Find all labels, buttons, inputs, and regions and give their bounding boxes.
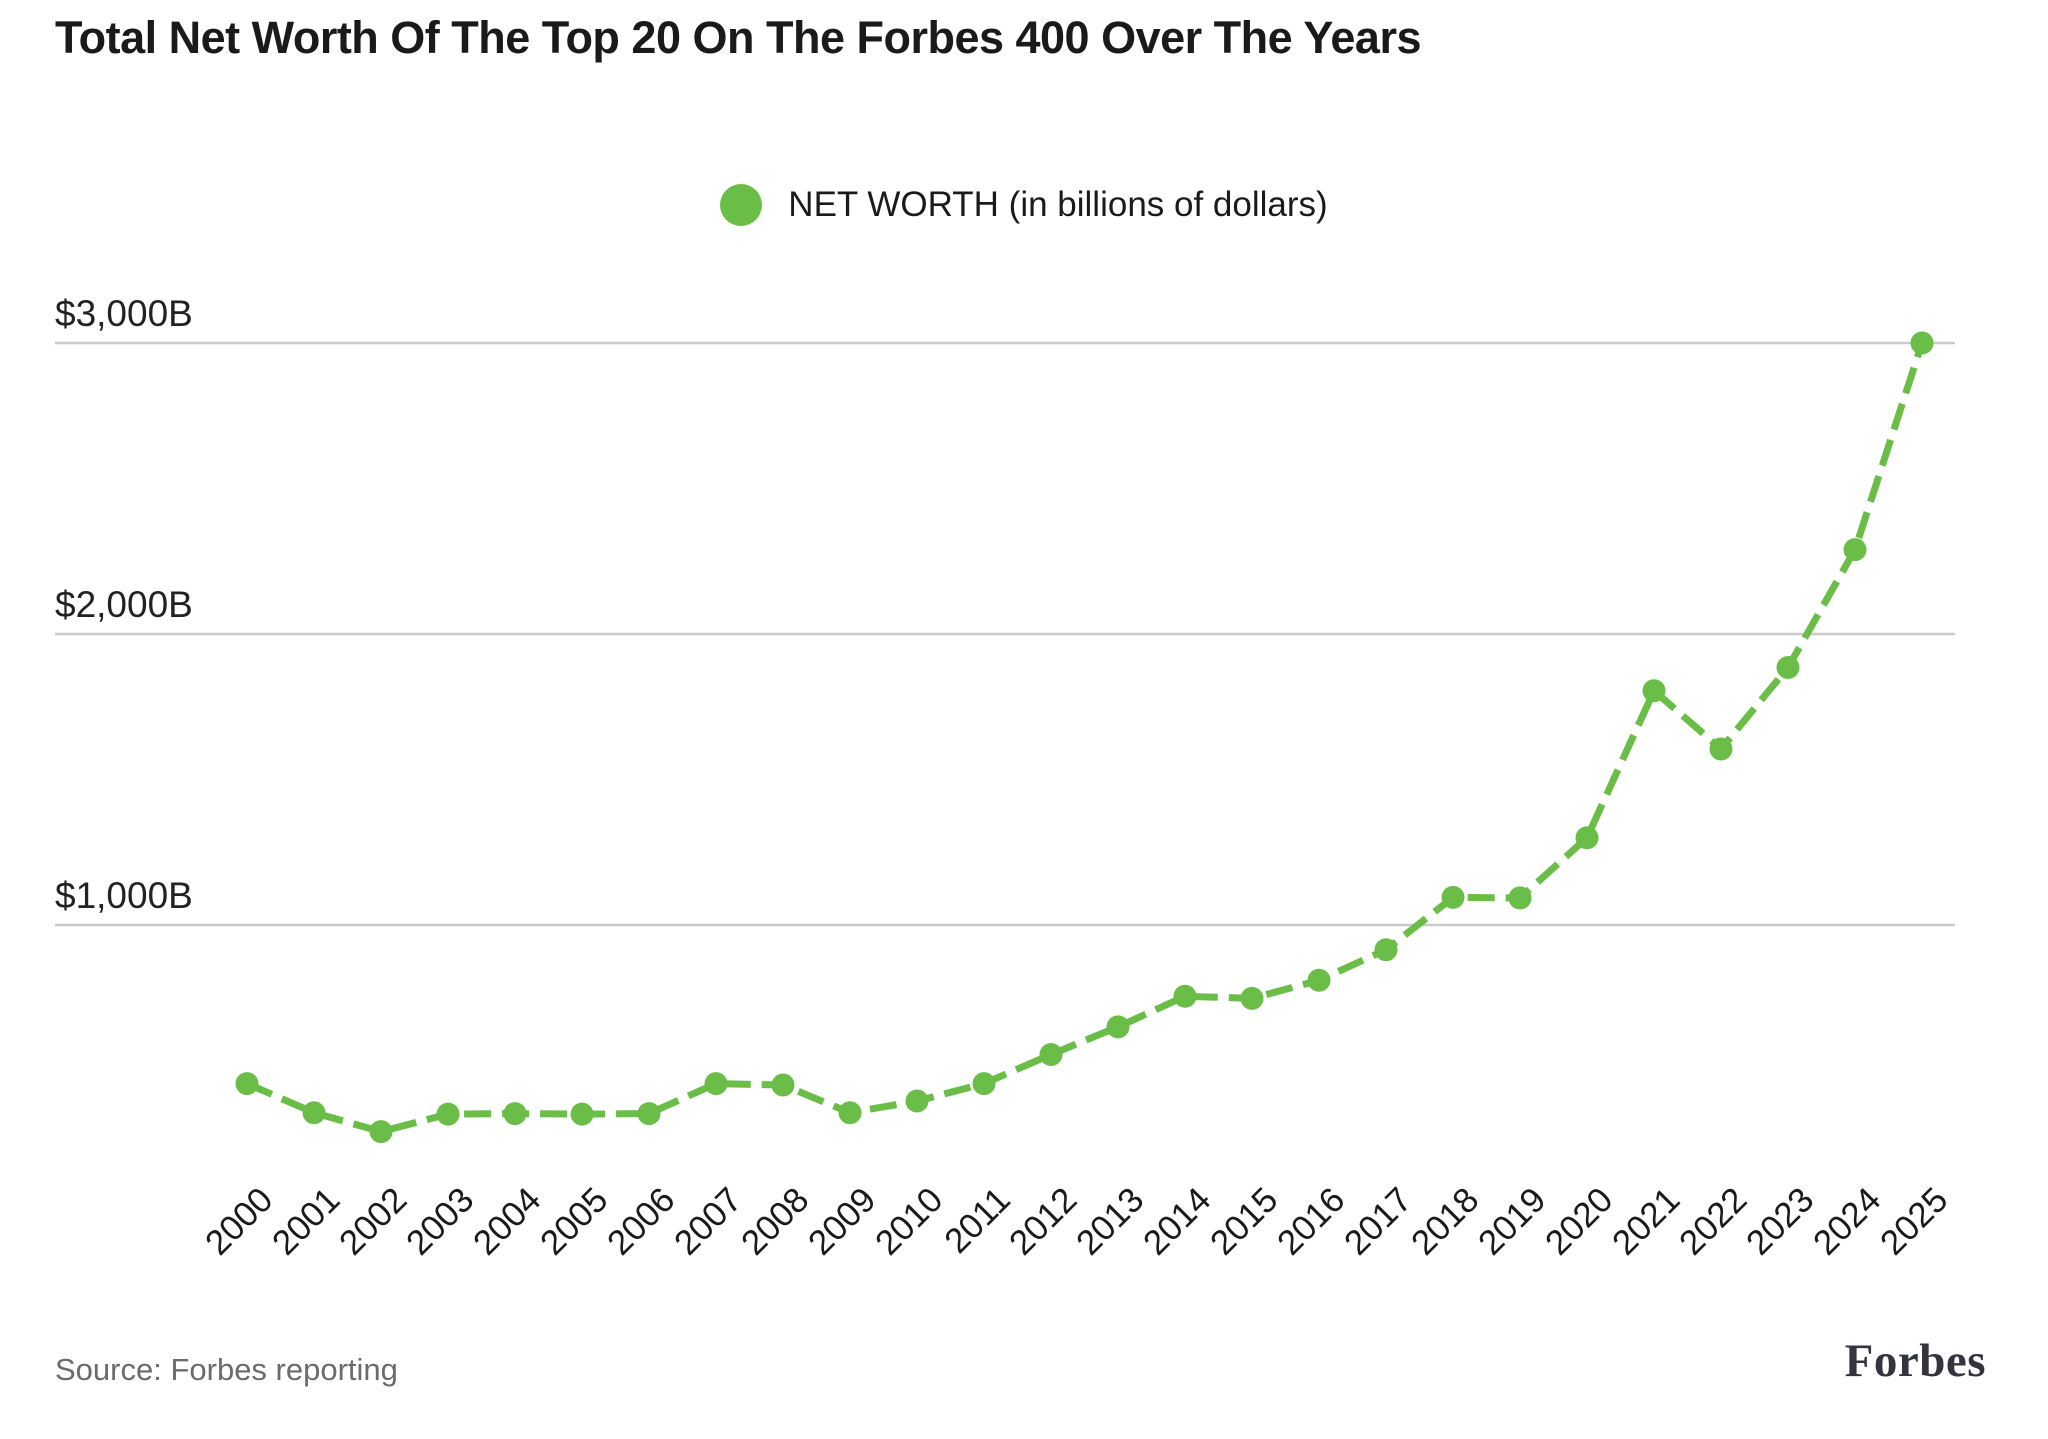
net-worth-series-line: [245, 341, 1926, 1136]
data-point-2024: [1843, 538, 1867, 562]
data-point-2016: [1307, 968, 1331, 992]
data-point-2014: [1173, 984, 1197, 1008]
data-point-2012: [1039, 1042, 1063, 1066]
data-point-2017: [1374, 938, 1398, 962]
data-point-2001: [302, 1101, 326, 1125]
data-point-2004: [503, 1102, 527, 1126]
page-title: Total Net Worth Of The Top 20 On The For…: [55, 12, 1421, 63]
data-point-2020: [1575, 826, 1599, 850]
source-note: Source: Forbes reporting: [55, 1352, 398, 1387]
y-axis-tick-label: $2,000B: [55, 584, 193, 625]
data-point-2003: [436, 1102, 460, 1126]
data-point-2007: [704, 1072, 728, 1096]
y-axis-tick-label: $1,000B: [55, 875, 193, 916]
forbes-logo: Forbes: [1844, 1335, 1986, 1387]
data-point-2021: [1642, 679, 1666, 703]
data-point-2002: [369, 1120, 393, 1144]
data-point-2006: [637, 1102, 661, 1126]
data-point-2011: [972, 1072, 996, 1096]
data-point-2009: [838, 1101, 862, 1125]
data-point-2008: [771, 1073, 795, 1097]
data-point-2000: [235, 1072, 259, 1096]
data-point-2005: [570, 1102, 594, 1126]
legend-dot-icon: [720, 184, 763, 226]
legend-label: NET WORTH (in billions of dollars): [788, 185, 1328, 224]
data-point-2025: [1910, 331, 1934, 355]
data-point-2013: [1106, 1015, 1130, 1039]
legend: NET WORTH (in billions of dollars): [0, 184, 2048, 226]
data-point-2015: [1240, 986, 1264, 1010]
data-point-2022: [1709, 737, 1733, 761]
data-point-2023: [1776, 655, 1800, 679]
data-point-2018: [1441, 885, 1465, 909]
data-point-2019: [1508, 886, 1532, 910]
data-point-2010: [905, 1089, 929, 1113]
y-axis-tick-label: $3,000B: [55, 293, 193, 334]
